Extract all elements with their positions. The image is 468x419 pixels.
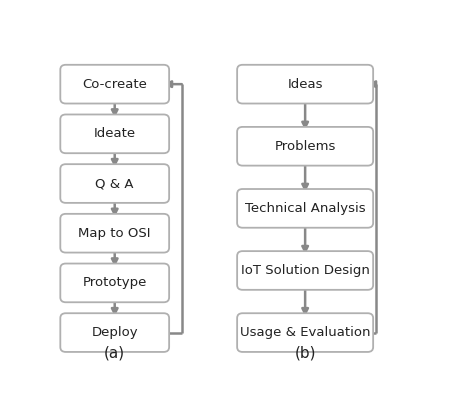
FancyBboxPatch shape [60,114,169,153]
FancyBboxPatch shape [60,264,169,302]
Text: Co-create: Co-create [82,78,147,91]
FancyBboxPatch shape [60,164,169,203]
Text: Q & A: Q & A [95,177,134,190]
FancyBboxPatch shape [60,65,169,103]
Text: Prototype: Prototype [82,277,147,290]
Text: Problems: Problems [274,140,336,153]
Text: IoT Solution Design: IoT Solution Design [241,264,370,277]
FancyBboxPatch shape [60,214,169,253]
FancyBboxPatch shape [237,189,373,228]
Text: Technical Analysis: Technical Analysis [245,202,366,215]
FancyBboxPatch shape [237,251,373,290]
Text: (b): (b) [294,345,316,360]
FancyBboxPatch shape [237,313,373,352]
Text: Ideate: Ideate [94,127,136,140]
FancyBboxPatch shape [237,127,373,166]
Text: Ideas: Ideas [287,78,323,91]
Text: Usage & Evaluation: Usage & Evaluation [240,326,370,339]
FancyBboxPatch shape [60,313,169,352]
FancyBboxPatch shape [237,65,373,103]
Text: (a): (a) [104,345,125,360]
Text: Map to OSI: Map to OSI [79,227,151,240]
Text: Deploy: Deploy [91,326,138,339]
